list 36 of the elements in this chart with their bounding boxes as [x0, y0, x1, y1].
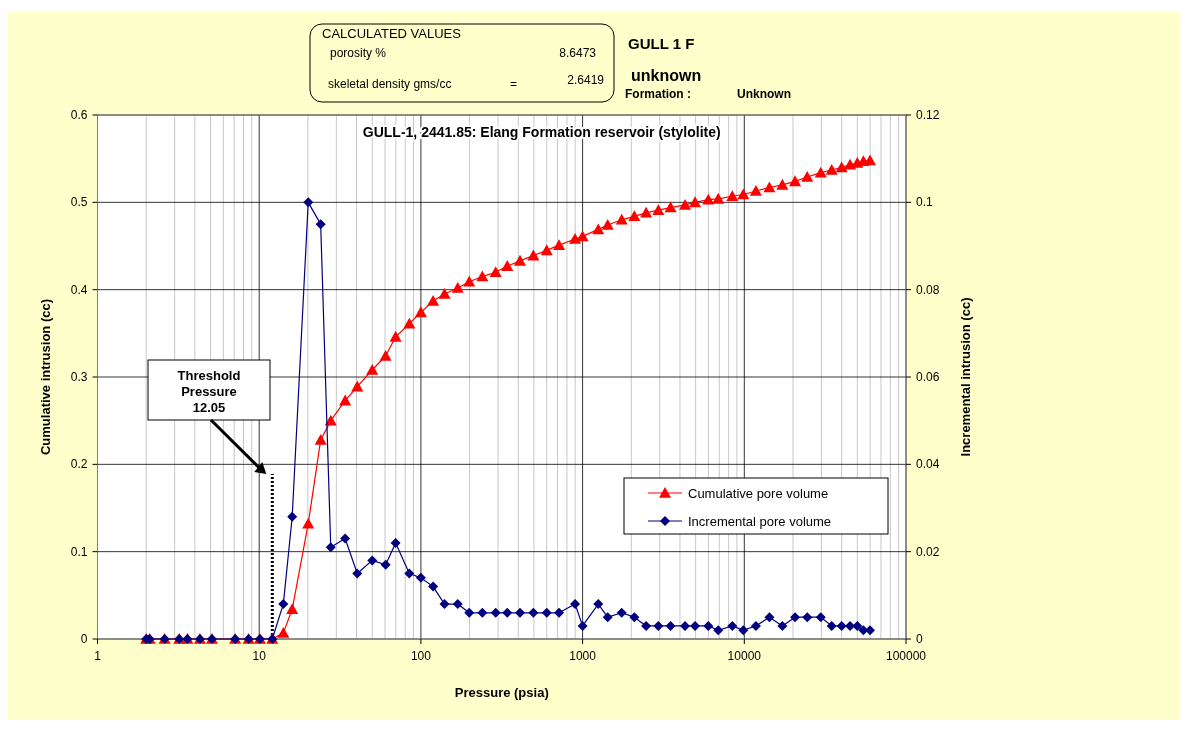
legend-label: Incremental pore volume: [688, 514, 832, 529]
text: skeletal density gms/cc: [328, 77, 452, 91]
y2-tick-label: 0.06: [916, 370, 940, 384]
y2-tick-label: 0.02: [916, 544, 940, 559]
text: Formation :: [625, 87, 691, 101]
x-tick-label: 1: [94, 649, 102, 663]
text: unknown: [631, 67, 702, 84]
text: CALCULATED VALUES: [322, 26, 462, 41]
x-tick-label: 10: [252, 649, 267, 663]
annotation: Threshold Pressure 12.05: [177, 368, 241, 415]
y-tick-label: 0.3: [70, 370, 88, 384]
legend-label: Cumulative pore volume: [688, 486, 829, 501]
x-tick-label: 10000: [727, 649, 762, 663]
text: porosity %: [330, 46, 387, 60]
y-axis-title: Cumulative intrusion (cc): [38, 298, 53, 456]
y-tick-label: 0.1: [70, 544, 88, 559]
y2-tick-label: 0.08: [916, 282, 940, 297]
y2-tick-label: 0.12: [916, 108, 940, 122]
y2-tick-label: 0.1: [916, 195, 934, 210]
y-tick-label: 0.6: [70, 108, 88, 122]
text: GULL 1 F: [628, 35, 695, 52]
text: 8.6473: [559, 46, 597, 60]
text: =: [510, 77, 518, 91]
y2-tick-label: 0: [916, 632, 923, 646]
y2-tick-label: 0.04: [916, 457, 940, 472]
y-tick-label: 0: [80, 632, 88, 646]
y-tick-label: 0.2: [70, 457, 88, 472]
y-tick-label: 0.4: [70, 282, 88, 297]
x-tick-label: 100: [410, 649, 432, 663]
y2-axis-title: Incremental intrusion (cc): [958, 297, 973, 457]
x-axis-title: Pressure (psia): [454, 685, 549, 700]
text: 2.6419: [567, 73, 605, 87]
x-tick-label: 1000: [569, 649, 597, 663]
y-tick-label: 0.5: [70, 195, 88, 210]
text: Unknown: [737, 87, 791, 101]
x-tick-label: 100000: [885, 649, 927, 663]
